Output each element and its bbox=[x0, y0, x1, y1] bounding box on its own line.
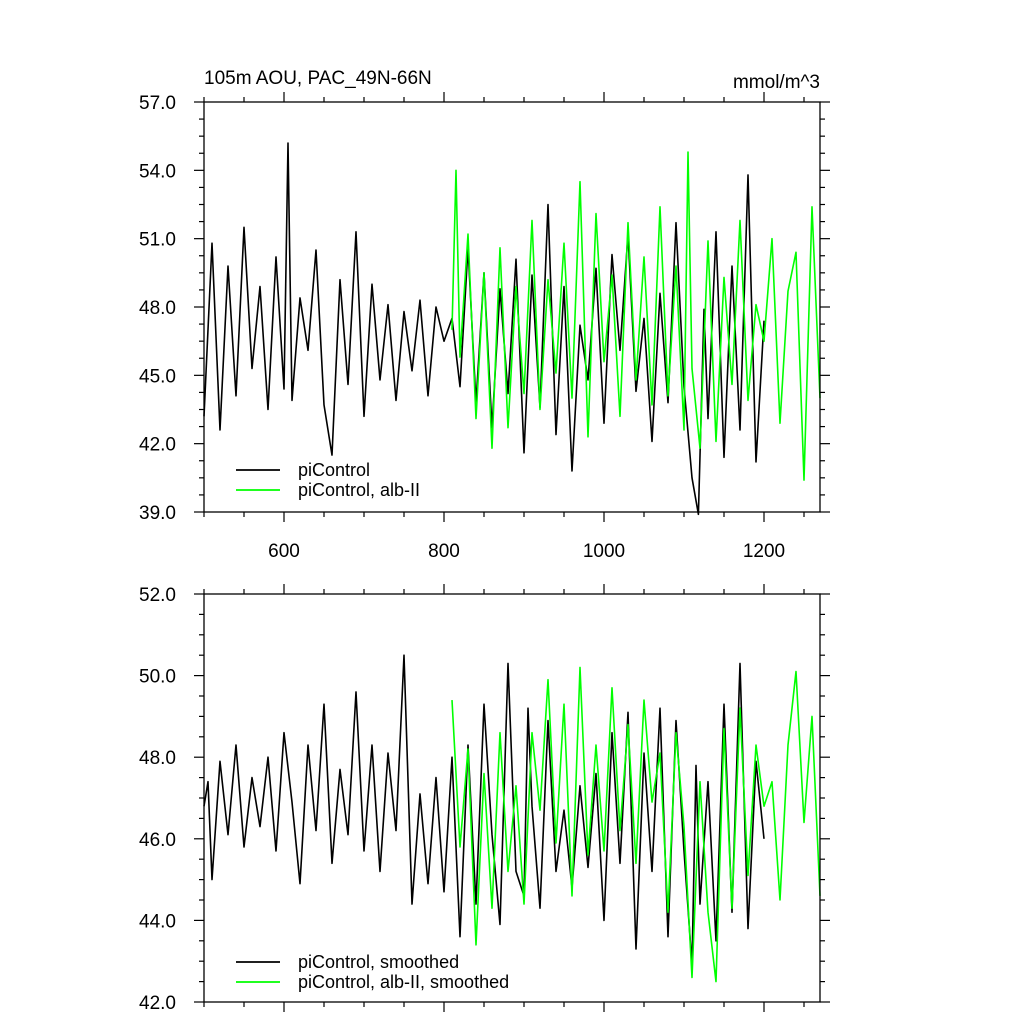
y-tick-label: 50.0 bbox=[139, 667, 176, 688]
y-tick-label: 48.0 bbox=[139, 298, 176, 319]
x-tick-label: 800 bbox=[428, 541, 460, 562]
y-tick-label: 54.0 bbox=[139, 161, 176, 182]
y-tick-label: 44.0 bbox=[139, 911, 176, 932]
series-line-1 bbox=[203, 654, 765, 967]
x-tick-label: 600 bbox=[268, 541, 300, 562]
bottom-series-layer bbox=[203, 654, 821, 983]
y-tick-label: 39.0 bbox=[139, 503, 176, 524]
top-chart-title: 105m AOU, PAC_49N-66N bbox=[204, 68, 432, 89]
legend-label-1: piControl, smoothed bbox=[298, 952, 459, 972]
y-tick-label: 48.0 bbox=[139, 748, 176, 769]
y-tick-label: 42.0 bbox=[139, 993, 176, 1014]
plot-frame bbox=[203, 101, 821, 513]
y-tick-label: 46.0 bbox=[139, 830, 176, 851]
y-tick-label: 57.0 bbox=[139, 93, 176, 114]
top-axes-layer: 600 800 1000 1200 39.0 42.0 45.0 48.0 51.0 54.0 57… bbox=[139, 92, 830, 562]
series-line-2 bbox=[451, 151, 821, 481]
x-tick-label: 1000 bbox=[583, 541, 625, 562]
top-panel: 105m AOU, PAC_49N-66N mmol/m^3 600 800 100… bbox=[139, 68, 830, 562]
legend-label-2: piControl, alb-II bbox=[298, 480, 420, 500]
top-series-layer bbox=[203, 142, 821, 516]
x-tick-label: 1200 bbox=[743, 541, 785, 562]
series-line-1 bbox=[203, 142, 765, 516]
y-tick-label: 51.0 bbox=[139, 230, 176, 251]
bottom-panel: 42.0 44.0 46.0 48.0 50.0 52.0 piControl, smoo… bbox=[139, 584, 830, 1014]
y-tick-label: 52.0 bbox=[139, 585, 176, 606]
legend-label-2: piControl, alb-II, smoothed bbox=[298, 972, 509, 992]
bottom-axes-layer: 42.0 44.0 46.0 48.0 50.0 52.0 bbox=[139, 584, 830, 1014]
y-tick-label: 45.0 bbox=[139, 366, 176, 387]
series-line-2 bbox=[451, 666, 821, 983]
y-tick-label: 42.0 bbox=[139, 435, 176, 456]
top-chart-units: mmol/m^3 bbox=[733, 72, 820, 93]
legend-label-1: piControl bbox=[298, 460, 370, 480]
